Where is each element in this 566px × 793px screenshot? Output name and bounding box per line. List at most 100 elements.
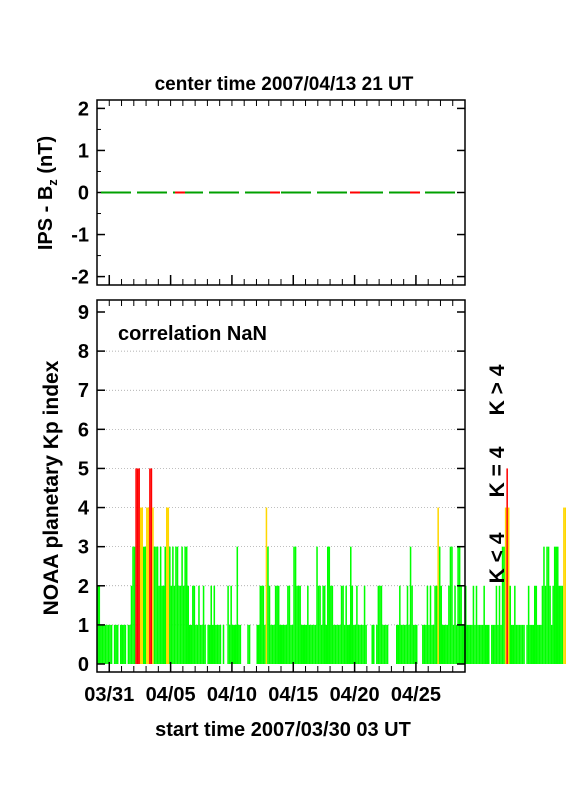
kp-bar — [379, 585, 381, 664]
kp-bar — [235, 624, 237, 664]
kp-bar — [291, 624, 294, 664]
kp-bar — [101, 624, 104, 664]
kp-bar — [432, 624, 435, 664]
kp-bar — [438, 546, 441, 664]
kp-bar — [290, 624, 292, 664]
kp-x-tick-label: 04/05 — [146, 684, 196, 706]
kp-bar — [537, 624, 539, 664]
kp-y-tick-label: 5 — [78, 458, 89, 480]
kp-bar — [340, 585, 343, 664]
kp-bar — [425, 624, 427, 664]
kp-bar — [509, 585, 511, 664]
kp-bar — [247, 624, 249, 664]
kp-bar — [302, 624, 304, 664]
kp-bar — [342, 585, 344, 664]
kp-bar — [216, 624, 219, 664]
kp-bar — [299, 585, 301, 664]
kp-bar — [287, 585, 289, 664]
kp-bar — [385, 624, 387, 664]
kp-bar — [343, 624, 346, 664]
kp-bar — [497, 624, 499, 664]
kp-bar — [408, 624, 410, 664]
kp-bar — [409, 546, 412, 664]
kp-bar — [518, 624, 521, 664]
top-y-axis-label-main: IPS - B — [35, 186, 57, 250]
kp-bar — [259, 585, 262, 664]
kp-bar — [159, 546, 162, 664]
kp-bar — [181, 546, 183, 664]
kp-bar — [371, 624, 373, 664]
kp-bar — [405, 624, 407, 664]
kp-bar — [267, 546, 269, 664]
kp-bar — [334, 624, 337, 664]
kp-y-tick-label: 4 — [78, 498, 90, 520]
kp-bar — [130, 585, 133, 664]
kp-bar — [304, 624, 306, 664]
kp-bar — [103, 624, 105, 664]
kp-bar — [544, 585, 547, 664]
kp-bar — [549, 585, 551, 664]
kp-bar — [149, 468, 151, 664]
kp-bar — [380, 585, 383, 664]
kp-bar — [136, 468, 139, 664]
kp-bar — [284, 624, 286, 664]
kp-bar — [325, 624, 327, 664]
kp-bar — [402, 624, 404, 664]
kp-bar — [500, 624, 502, 664]
kp-x-tick-label: 04/10 — [207, 684, 257, 706]
kp-y-tick-label: 3 — [78, 537, 89, 559]
kp-bar — [135, 468, 137, 664]
kp-bar — [107, 624, 110, 664]
kp-bar — [281, 624, 283, 664]
kp-bar — [129, 624, 131, 664]
kp-bar — [277, 585, 280, 664]
kp-bar — [483, 585, 485, 664]
kp-bar — [175, 546, 177, 664]
top-panel-title: center time 2007/04/13 21 UT — [155, 74, 414, 95]
kp-bar — [333, 624, 335, 664]
kp-bar — [449, 546, 452, 664]
kp-bar — [564, 507, 566, 664]
top-y-tick-label: -1 — [71, 225, 89, 247]
kp-bar — [478, 624, 481, 664]
kp-bar — [512, 624, 515, 664]
kp-bar — [238, 624, 240, 664]
kp-y-tick-label: 7 — [78, 380, 89, 402]
kp-bar — [397, 624, 400, 664]
kp-bar — [178, 585, 180, 664]
kp-bar — [337, 624, 340, 664]
kp-bar — [330, 585, 332, 664]
kp-bar — [529, 624, 531, 664]
kp-x-tick-label: 03/31 — [84, 684, 134, 706]
kp-bar — [511, 624, 513, 664]
kp-bar — [411, 585, 413, 664]
kp-bar — [139, 507, 142, 664]
correlation-annotation: correlation NaN — [118, 323, 267, 345]
kp-bar — [270, 624, 272, 664]
kp-bar — [104, 624, 107, 664]
kp-bar — [212, 624, 214, 664]
kp-bar — [164, 546, 166, 664]
kp-bar — [316, 546, 318, 664]
kp-bar — [345, 585, 347, 664]
kp-bar — [437, 507, 439, 664]
kp-bar — [218, 624, 220, 664]
kp-bar — [166, 507, 168, 664]
kp-bar — [563, 507, 565, 664]
kp-bar — [541, 585, 544, 664]
kp-bar — [527, 585, 530, 664]
kp-bar — [363, 585, 366, 664]
kp-bar — [535, 585, 538, 664]
kp-bar — [310, 624, 312, 664]
kp-bar — [144, 546, 147, 664]
kp-bar — [386, 624, 389, 664]
kp-bar — [116, 624, 119, 664]
kp-bar — [466, 624, 469, 664]
kp-bar — [199, 624, 202, 664]
kp-bar — [273, 624, 275, 664]
kp-bar — [152, 507, 154, 664]
kp-bar — [514, 585, 516, 664]
kp-bar — [276, 585, 278, 664]
top-y-tick-label: 2 — [78, 98, 89, 120]
kp-bar — [547, 546, 550, 664]
